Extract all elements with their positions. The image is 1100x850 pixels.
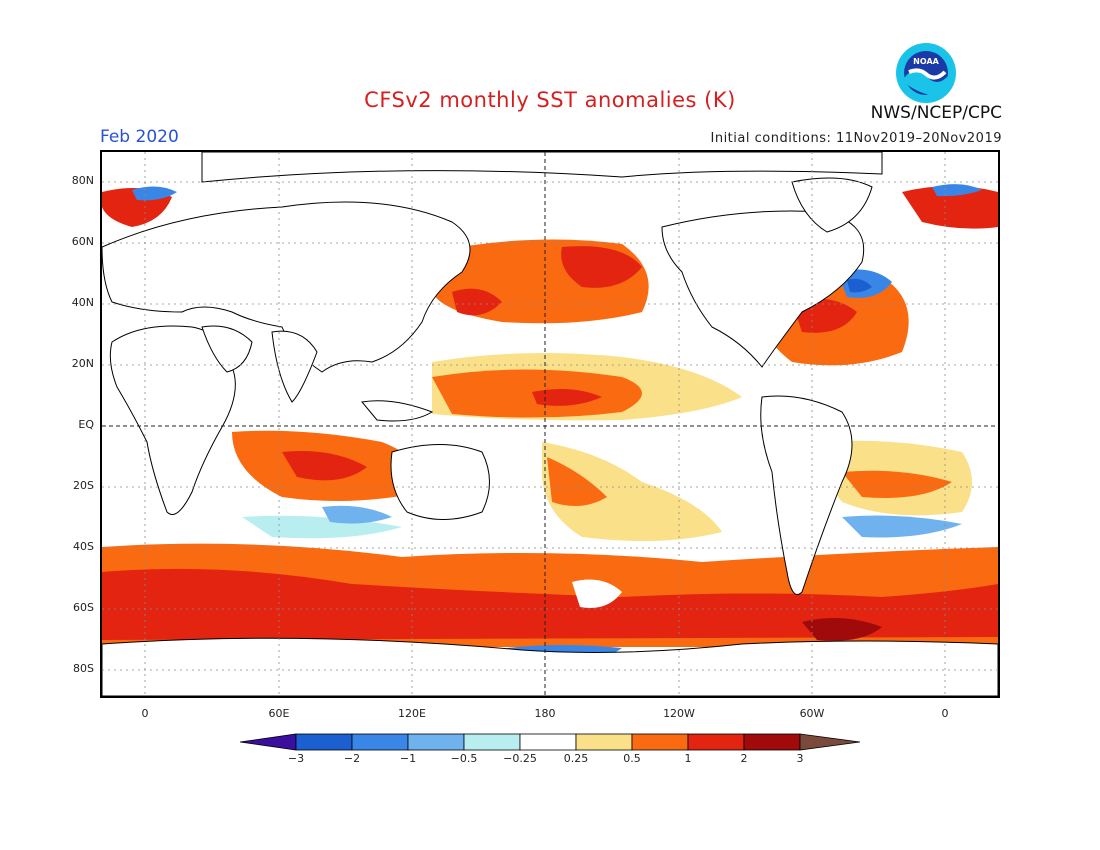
lon-label: 120W	[663, 707, 695, 720]
colorbar-label: 2	[740, 752, 748, 765]
lat-label: EQ	[78, 418, 94, 431]
eurasia	[102, 201, 471, 373]
colorbar-label: −1	[399, 752, 417, 765]
lat-label: 20S	[73, 479, 94, 492]
continents	[102, 152, 998, 696]
lon-label: 0	[141, 707, 149, 720]
initial-conditions: Initial conditions: 11Nov2019–20Nov2019	[710, 131, 1002, 146]
arabia	[201, 325, 253, 373]
lon-label: 120E	[398, 707, 426, 720]
arctic-land	[201, 152, 883, 183]
forecast-month: Feb 2020	[100, 127, 179, 147]
equator-dateline	[102, 152, 998, 696]
colorbar-label: −0.5	[450, 752, 478, 765]
logo-text: NOAA	[913, 57, 939, 66]
colorbar-segment	[351, 733, 409, 751]
lon-label: 60E	[268, 707, 290, 720]
lat-label: 60N	[71, 235, 94, 248]
colorbar-segment	[407, 733, 465, 751]
colorbar-segment	[799, 733, 860, 751]
lat-label: 20N	[71, 357, 94, 370]
colorbar-label: 3	[796, 752, 804, 765]
noaa-logo: NOAA	[896, 43, 956, 103]
lat-label: 60S	[73, 601, 94, 614]
africa	[109, 325, 236, 515]
colorbar-segment	[743, 733, 801, 751]
antarctica	[102, 637, 998, 696]
lat-label: 40S	[73, 540, 94, 553]
colorbar-label: −0.25	[503, 752, 537, 765]
colorbar-label: 1	[684, 752, 692, 765]
southern-ocean-pocket	[572, 579, 622, 608]
southern-ocean-strong-warm	[102, 568, 998, 640]
lon-label: 60W	[799, 707, 825, 720]
colorbar-label: −2	[343, 752, 361, 765]
map-canvas	[102, 152, 998, 696]
lat-label: 40N	[71, 296, 94, 309]
colorbar-label: −3	[287, 752, 305, 765]
lon-label: 180	[534, 707, 556, 720]
colorbar-segment	[631, 733, 689, 751]
colorbar	[240, 733, 860, 751]
australia	[390, 444, 490, 520]
south-pacific-warm	[542, 442, 722, 541]
lat-label: 80N	[71, 174, 94, 187]
lon-label: 0	[941, 707, 949, 720]
colorbar-segment	[687, 733, 745, 751]
south-america	[760, 395, 853, 595]
colorbar-segment	[295, 733, 353, 751]
map-title: CFSv2 monthly SST anomalies (K)	[364, 88, 736, 112]
graticule	[102, 152, 998, 696]
organization-label: NWS/NCEP/CPC	[870, 103, 1002, 123]
sst-anomaly-map	[100, 150, 1000, 698]
lat-label: 80S	[73, 662, 94, 675]
colorbar-label: 0.25	[563, 752, 589, 765]
colorbar-segment	[240, 733, 297, 751]
indonesia	[361, 400, 434, 422]
colorbar-segment	[575, 733, 633, 751]
colorbar-segment	[463, 733, 521, 751]
colorbar-segment	[519, 733, 577, 751]
colorbar-label: 0.5	[623, 752, 641, 765]
